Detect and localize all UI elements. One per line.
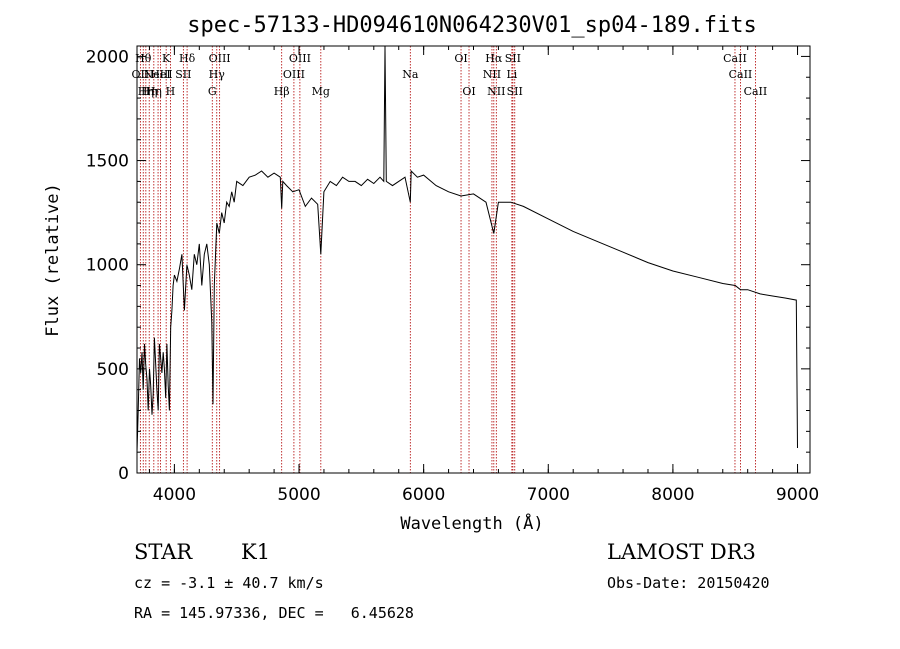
x-tick-label-3: 7000: [527, 485, 570, 505]
x-tick-label-1: 5000: [277, 485, 320, 505]
line-label-24: Li: [506, 68, 517, 81]
spectrum-line: [136, 45, 798, 453]
plot-frame: [136, 45, 811, 474]
line-label-14: Hβ: [274, 85, 290, 98]
line-label-19: OI: [454, 52, 467, 65]
redshift-velocity: cz = -3.1 ± 40.7 km/s: [134, 574, 324, 592]
line-label-23: NII: [487, 85, 505, 98]
line-label-20: OI: [462, 85, 475, 98]
survey-name: LAMOST DR3: [607, 540, 756, 564]
line-label-9: SII: [175, 68, 191, 81]
spectral-line-markers: [139, 46, 756, 473]
y-tick-label-1: 500: [97, 360, 129, 380]
line-label-7: K: [162, 52, 171, 65]
x-tick-label-0: 4000: [153, 485, 196, 505]
line-label-3: Hη: [141, 85, 157, 98]
line-label-18: Na: [402, 68, 419, 81]
y-tick-label-2: 1000: [86, 256, 129, 276]
y-tick-label-4: 2000: [86, 47, 129, 67]
line-label-0: OII: [132, 68, 150, 81]
line-label-13: OIII: [209, 52, 231, 65]
line-label-5: NeIII: [143, 68, 172, 81]
line-label-28: CaII: [729, 68, 753, 81]
x-tick-label-4: 8000: [651, 485, 694, 505]
line-label-15: OIII: [283, 68, 305, 81]
x-tick-label-2: 6000: [402, 485, 445, 505]
y-tick-label-3: 1500: [86, 152, 129, 172]
line-label-1: Hθ: [135, 52, 152, 65]
spectral-line-labels: OIIHθHηHηHηNeIIIHeIKHSIIHδGHγOIIIHβOIIIO…: [132, 52, 768, 98]
observation-date: Obs-Date: 20150420: [607, 574, 770, 592]
line-label-8: H: [166, 85, 176, 98]
x-axis-label: Wavelength (Å): [400, 512, 543, 534]
x-tick-label-5: 9000: [776, 485, 819, 505]
line-label-6: HeI: [150, 68, 170, 81]
line-label-26: SII: [507, 85, 523, 98]
line-label-16: OIII: [289, 52, 311, 65]
y-axis-ticks: 0 500 1000 1500 2000: [86, 47, 810, 484]
sky-coordinates: RA = 145.97336, DEC = 6.45628: [134, 604, 414, 622]
object-subclass: K1: [241, 540, 271, 564]
x-axis-ticks: 4000 5000 6000 7000 8000 9000: [148, 46, 819, 505]
line-label-10: Hδ: [179, 52, 196, 65]
line-label-25: SII: [505, 52, 521, 65]
y-axis-label: Flux (relative): [43, 183, 63, 337]
chart-title: spec-57133-HD094610N064230V01_sp04-189.f…: [187, 13, 757, 38]
line-label-11: G: [208, 85, 217, 98]
line-label-29: CaII: [744, 85, 768, 98]
line-label-17: Mg: [312, 85, 330, 98]
line-label-2: Hη: [138, 85, 154, 98]
line-label-21: NII: [483, 68, 501, 81]
line-label-4: Hη: [146, 85, 162, 98]
object-class: STAR: [134, 540, 193, 564]
line-label-12: Hγ: [209, 68, 226, 81]
line-label-27: CaII: [723, 52, 747, 65]
line-label-22: Hα: [485, 52, 503, 65]
y-tick-label-0: 0: [118, 464, 129, 484]
